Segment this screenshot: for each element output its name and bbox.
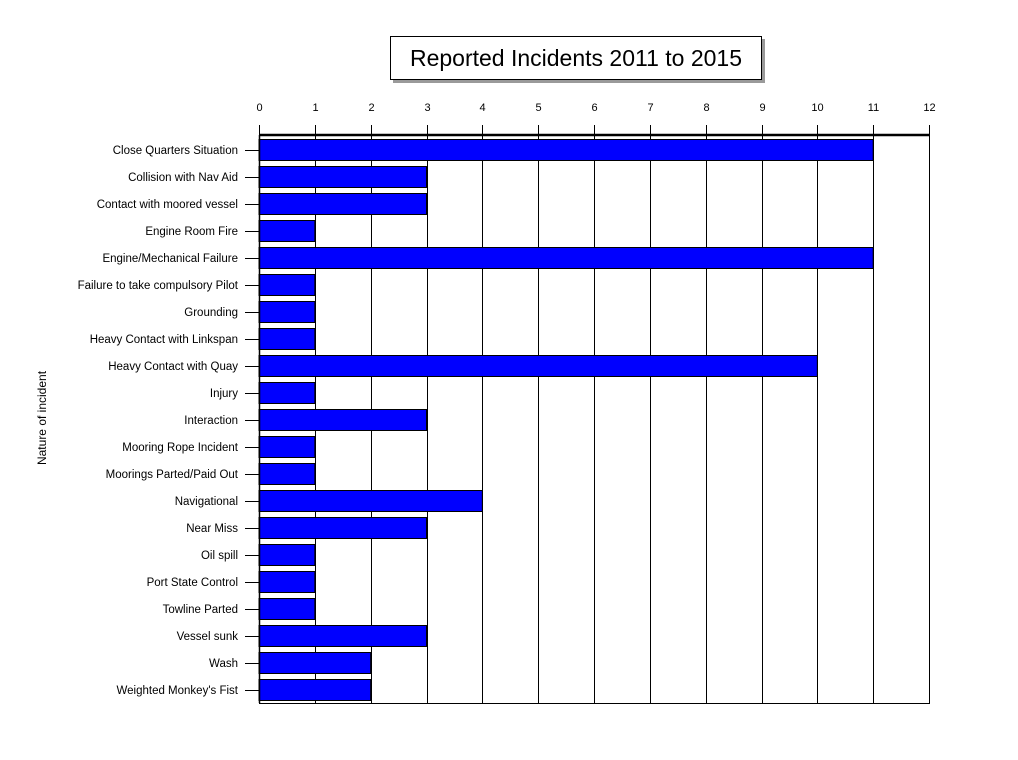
bar <box>258 193 427 215</box>
bar <box>258 409 427 431</box>
bar <box>258 652 372 674</box>
category-label: Moorings Parted/Paid Out <box>106 469 239 481</box>
bar <box>258 490 483 512</box>
category-label: Vessel sunk <box>177 631 239 643</box>
category-label: Close Quarters Situation <box>113 145 238 157</box>
bar <box>258 247 874 269</box>
bar <box>258 571 316 593</box>
grid-lines <box>315 135 930 703</box>
category-label: Collision with Nav Aid <box>128 172 238 184</box>
category-label: Wash <box>209 658 238 670</box>
bars <box>258 139 874 701</box>
bar <box>258 598 316 620</box>
category-label: Navigational <box>175 496 238 508</box>
bar <box>258 166 427 188</box>
bar <box>258 625 427 647</box>
bar <box>258 328 316 350</box>
category-label: Weighted Monkey's Fist <box>116 685 238 697</box>
category-label: Heavy Contact with Linkspan <box>90 334 238 346</box>
bar <box>258 679 372 701</box>
bar <box>258 220 316 242</box>
bar <box>258 382 316 404</box>
category-label: Heavy Contact with Quay <box>108 361 238 373</box>
x-tick-label: 0 <box>256 102 262 114</box>
category-label: Interaction <box>184 415 238 427</box>
x-tick-label: 5 <box>535 102 541 114</box>
category-label: Oil spill <box>201 550 238 562</box>
chart-title: Reported Incidents 2011 to 2015 <box>390 36 762 80</box>
category-labels: Close Quarters Situation Collision with N… <box>78 145 239 697</box>
axes <box>245 125 930 704</box>
bar <box>258 463 316 485</box>
bar <box>258 274 316 296</box>
bar <box>258 517 427 539</box>
x-tick-label: 8 <box>703 102 709 114</box>
x-tick-label: 6 <box>591 102 597 114</box>
x-tick-label: 10 <box>811 102 823 114</box>
x-tick-label: 2 <box>368 102 374 114</box>
x-tick-label: 7 <box>647 102 653 114</box>
category-label: Engine Room Fire <box>145 226 238 238</box>
category-label: Injury <box>210 388 238 400</box>
category-label: Mooring Rope Incident <box>122 442 239 454</box>
x-tick-label: 11 <box>868 102 879 114</box>
x-tick-label: 12 <box>923 102 935 114</box>
x-tick-label: 9 <box>759 102 765 114</box>
bar <box>258 355 818 377</box>
category-label: Grounding <box>184 307 238 319</box>
x-tick-labels: 0 1 2 3 4 5 6 7 8 9 10 11 12 <box>256 102 935 114</box>
category-label: Contact with moored vessel <box>97 199 238 211</box>
bar <box>258 139 874 161</box>
bar <box>258 301 316 323</box>
x-tick-label: 1 <box>312 102 318 114</box>
bar <box>258 544 316 566</box>
x-tick-label: 4 <box>479 102 485 114</box>
category-label: Near Miss <box>186 523 238 535</box>
x-tick-label: 3 <box>424 102 430 114</box>
category-label: Engine/Mechanical Failure <box>102 253 238 265</box>
bar <box>258 436 316 458</box>
category-label: Port State Control <box>147 577 238 589</box>
y-axis-label: Nature of incident <box>35 370 49 465</box>
category-label: Towline Parted <box>163 604 238 616</box>
category-label: Failure to take compulsory Pilot <box>78 280 239 292</box>
